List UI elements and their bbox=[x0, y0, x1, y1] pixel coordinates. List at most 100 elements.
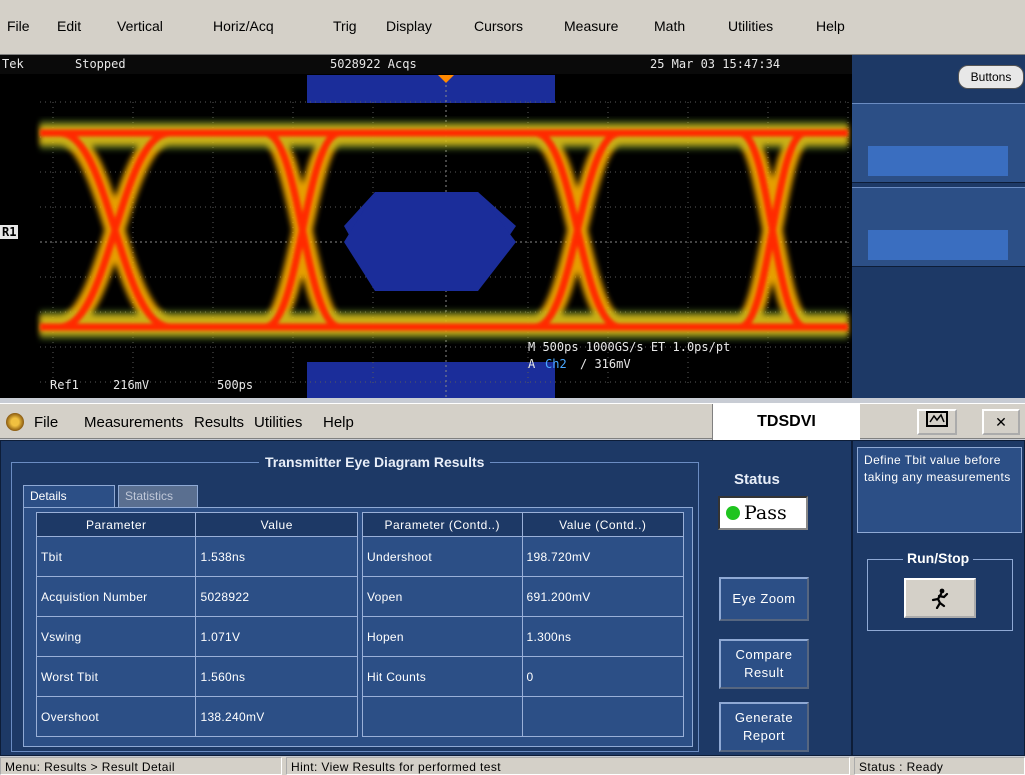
generate-report-line-1: Generate bbox=[734, 710, 794, 725]
ref-label: Ref1 bbox=[50, 378, 79, 392]
menu-help[interactable]: Help bbox=[816, 18, 845, 34]
eye-zoom-button[interactable]: Eye Zoom bbox=[719, 577, 809, 621]
compare-result-button[interactable]: Compare Result bbox=[719, 639, 809, 689]
param-cell: Hopen bbox=[362, 616, 523, 657]
help-text: Define Tbit value before taking any meas… bbox=[857, 447, 1022, 533]
menu-vertical[interactable]: Vertical bbox=[117, 18, 163, 34]
ref-scale: 216mV bbox=[113, 378, 150, 392]
table-row[interactable]: Hit Counts 0 bbox=[362, 656, 684, 697]
menu-cursors[interactable]: Cursors bbox=[474, 18, 524, 34]
scope-display[interactable]: Tek Stopped 5028922 Acqs 25 Mar 03 15:47… bbox=[0, 55, 852, 398]
status-bar: Menu: Results > Result Detail Hint: View… bbox=[0, 757, 1025, 775]
side-slot-1 bbox=[852, 103, 1025, 183]
table-row[interactable] bbox=[362, 696, 684, 737]
param-cell: Overshoot bbox=[35, 696, 197, 737]
side-button-2[interactable] bbox=[868, 230, 1008, 260]
tab-details[interactable]: Details bbox=[23, 485, 115, 507]
menu-math[interactable]: Math bbox=[654, 18, 686, 34]
mask-bottom bbox=[307, 362, 555, 398]
header-parameter: Parameter bbox=[35, 512, 197, 537]
menu-display[interactable]: Display bbox=[386, 18, 432, 34]
status-ready: Status : Ready bbox=[854, 757, 1025, 775]
ref-time: 500ps bbox=[217, 378, 254, 392]
table-row[interactable]: Worst Tbit 1.560ns bbox=[35, 656, 358, 697]
value-cell: 198.720mV bbox=[521, 536, 684, 577]
menu-trig[interactable]: Trig bbox=[333, 18, 357, 34]
running-man-icon bbox=[931, 588, 949, 610]
param-cell: Vopen bbox=[362, 576, 523, 617]
param-cell: Worst Tbit bbox=[35, 656, 197, 697]
table-row[interactable]: Acquistion Number 5028922 bbox=[35, 576, 358, 617]
value-cell: 5028922 bbox=[195, 576, 358, 617]
help-panel: Define Tbit value before taking any meas… bbox=[852, 440, 1025, 756]
run-stop-label: Run/Stop bbox=[903, 550, 974, 566]
results-table-left: Parameter Value Tbit 1.538ns Acquistion … bbox=[35, 512, 358, 737]
app-icon bbox=[6, 413, 24, 431]
param-cell: Vswing bbox=[35, 616, 197, 657]
close-icon[interactable]: ✕ bbox=[982, 409, 1020, 435]
status-badge: Pass bbox=[718, 496, 808, 530]
tab-statistics[interactable]: Statistics bbox=[118, 485, 198, 507]
table-row[interactable]: Vswing 1.071V bbox=[35, 616, 358, 657]
value-cell: 1.538ns bbox=[195, 536, 358, 577]
scope-brand: Tek bbox=[2, 57, 24, 71]
menu-utilities[interactable]: Utilities bbox=[728, 18, 774, 34]
status-value: Pass bbox=[744, 502, 787, 524]
app-menu-help[interactable]: Help bbox=[323, 414, 354, 431]
header-parameter-contd: Parameter (Contd..) bbox=[362, 512, 523, 537]
param-cell: Undershoot bbox=[362, 536, 523, 577]
value-cell: 1.300ns bbox=[521, 616, 684, 657]
header-value-contd: Value (Contd..) bbox=[521, 512, 684, 537]
run-stop-button[interactable] bbox=[904, 578, 976, 618]
side-button-1[interactable] bbox=[868, 146, 1008, 176]
results-table-right: Parameter (Contd..) Value (Contd..) Unde… bbox=[362, 512, 684, 737]
trig-level: / 316mV bbox=[580, 357, 631, 371]
app-title: TDSDVI bbox=[712, 404, 860, 440]
compare-result-line-2: Result bbox=[744, 665, 784, 680]
value-cell: 138.240mV bbox=[195, 696, 358, 737]
mask-top bbox=[307, 75, 555, 103]
value-cell: 1.071V bbox=[195, 616, 358, 657]
eye-traces-core bbox=[40, 129, 848, 331]
window-icon[interactable] bbox=[917, 409, 957, 435]
app-menu-results[interactable]: Results bbox=[194, 414, 245, 431]
results-title: Transmitter Eye Diagram Results bbox=[259, 454, 491, 470]
menu-measure[interactable]: Measure bbox=[564, 18, 619, 34]
compare-result-line-1: Compare bbox=[735, 647, 793, 662]
side-slot-2 bbox=[852, 187, 1025, 267]
menu-file[interactable]: File bbox=[7, 18, 30, 34]
generate-report-button[interactable]: Generate Report bbox=[719, 702, 809, 752]
param-cell: Hit Counts bbox=[362, 656, 523, 697]
param-cell: Tbit bbox=[35, 536, 197, 577]
status-hint: Hint: View Results for performed test bbox=[286, 757, 850, 775]
table-row[interactable]: Hopen 1.300ns bbox=[362, 616, 684, 657]
trig-channel: Ch2 bbox=[545, 357, 567, 371]
value-cell: 0 bbox=[521, 656, 684, 697]
results-panel: Transmitter Eye Diagram Results Details … bbox=[0, 440, 852, 756]
table-row[interactable]: Vopen 691.200mV bbox=[362, 576, 684, 617]
app-menu-utilities[interactable]: Utilities bbox=[254, 414, 303, 431]
scope-side-panel: Buttons bbox=[852, 55, 1025, 398]
status-menu-path: Menu: Results > Result Detail bbox=[0, 757, 282, 775]
scope-datetime: 25 Mar 03 15:47:34 bbox=[650, 57, 781, 71]
table-row[interactable]: Tbit 1.538ns bbox=[35, 536, 358, 577]
table-row[interactable]: Undershoot 198.720mV bbox=[362, 536, 684, 577]
status-label: Status bbox=[734, 471, 780, 488]
table-row[interactable]: Overshoot 138.240mV bbox=[35, 696, 358, 737]
param-cell: Acquistion Number bbox=[35, 576, 197, 617]
trig-prefix: A bbox=[528, 357, 536, 371]
menu-edit[interactable]: Edit bbox=[57, 18, 82, 34]
app-menu-measurements[interactable]: Measurements bbox=[84, 414, 184, 431]
scope-menubar: File Edit Vertical Horiz/Acq Trig Displa… bbox=[0, 0, 1025, 55]
results-table-area: Parameter Value Tbit 1.538ns Acquistion … bbox=[23, 507, 693, 747]
trigger-position-icon bbox=[438, 75, 454, 83]
menu-horiz-acq[interactable]: Horiz/Acq bbox=[213, 18, 274, 34]
value-cell: 691.200mV bbox=[521, 576, 684, 617]
eye-diagram bbox=[0, 55, 852, 398]
value-cell: 1.560ns bbox=[195, 656, 358, 697]
buttons-button[interactable]: Buttons bbox=[958, 65, 1024, 89]
status-dot-icon bbox=[726, 506, 740, 520]
app-menu-file[interactable]: File bbox=[34, 414, 59, 431]
ref-marker[interactable]: R1 bbox=[0, 225, 19, 239]
param-cell bbox=[362, 696, 523, 737]
